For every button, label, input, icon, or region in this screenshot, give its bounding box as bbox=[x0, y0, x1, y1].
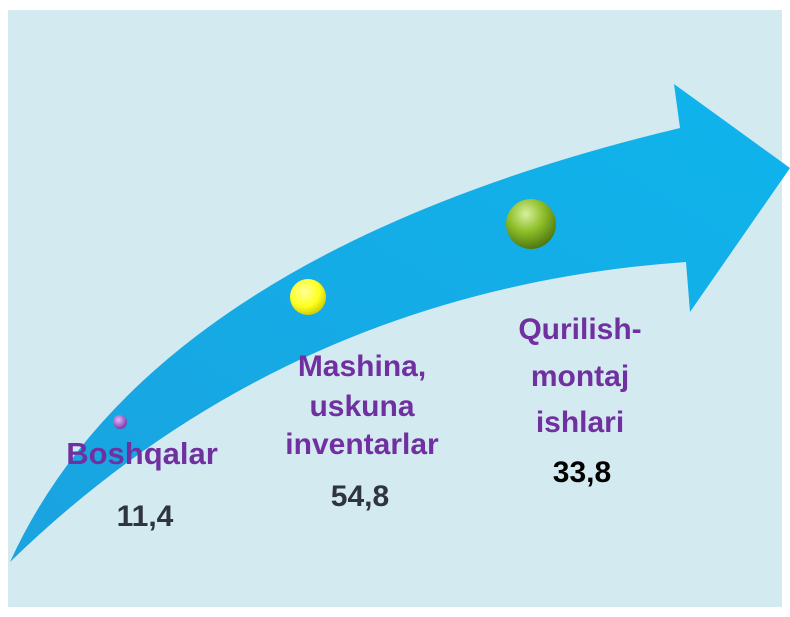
dot bbox=[113, 415, 127, 429]
item-label: Mashina, bbox=[298, 350, 426, 383]
dot bbox=[290, 279, 326, 315]
item-value: 54,8 bbox=[331, 480, 389, 513]
item-label: ishlari bbox=[536, 406, 624, 439]
item-label: montaj bbox=[531, 360, 629, 393]
item-value: 11,4 bbox=[117, 500, 174, 533]
arrow bbox=[10, 84, 790, 562]
item-label: Boshqalar bbox=[66, 436, 218, 471]
item-label: inventarlar bbox=[285, 428, 439, 461]
item-value: 33,8 bbox=[553, 456, 611, 489]
item-label: uskuna bbox=[309, 390, 414, 423]
item-label: Qurilish- bbox=[518, 313, 641, 346]
dot bbox=[506, 199, 556, 249]
